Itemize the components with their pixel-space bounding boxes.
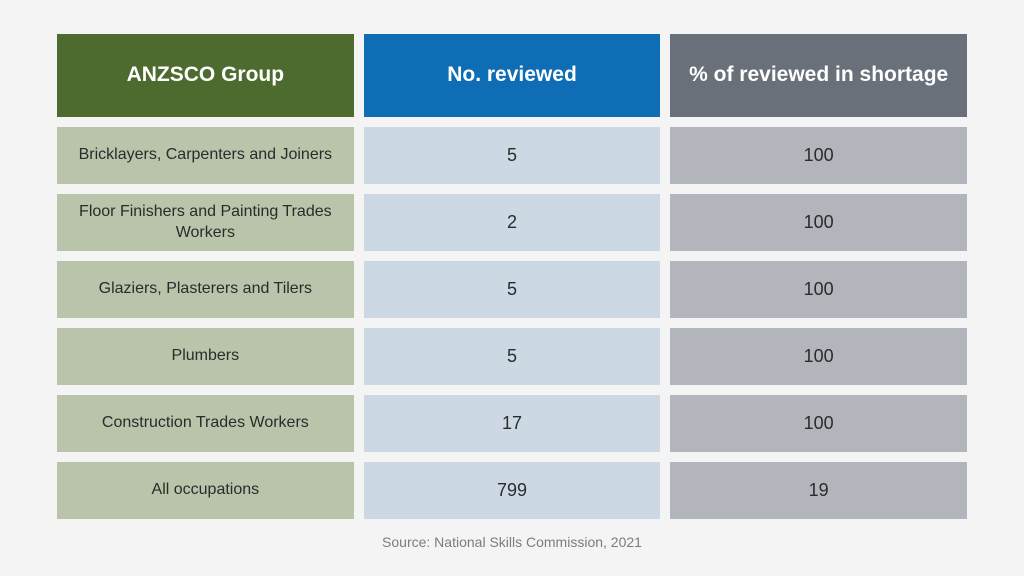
group-cell: All occupations bbox=[57, 462, 354, 519]
source-note: Source: National Skills Commission, 2021 bbox=[382, 534, 642, 550]
header-anzsco-group: ANZSCO Group bbox=[57, 34, 354, 117]
reviewed-cell: 799 bbox=[363, 462, 661, 519]
group-cell: Construction Trades Workers bbox=[57, 395, 354, 452]
shortage-cell: 100 bbox=[670, 328, 968, 385]
header-no-reviewed: No. reviewed bbox=[363, 34, 661, 117]
shortage-cell: 100 bbox=[670, 127, 968, 184]
shortage-cell: 100 bbox=[670, 395, 968, 452]
reviewed-cell: 5 bbox=[363, 261, 661, 318]
table-row: Plumbers 5 100 bbox=[57, 328, 968, 385]
header-shortage-percent: % of reviewed in shortage bbox=[670, 34, 968, 117]
reviewed-cell: 17 bbox=[363, 395, 661, 452]
table-row: Bricklayers, Carpenters and Joiners 5 10… bbox=[57, 127, 968, 184]
table-header-row: ANZSCO Group No. reviewed % of reviewed … bbox=[57, 34, 968, 117]
table-row: All occupations 799 19 bbox=[57, 462, 968, 519]
shortage-cell: 19 bbox=[670, 462, 968, 519]
reviewed-cell: 5 bbox=[363, 328, 661, 385]
group-cell: Floor Finishers and Painting Trades Work… bbox=[57, 194, 354, 251]
reviewed-cell: 5 bbox=[363, 127, 661, 184]
reviewed-cell: 2 bbox=[363, 194, 661, 251]
group-cell: Bricklayers, Carpenters and Joiners bbox=[57, 127, 354, 184]
group-cell: Plumbers bbox=[57, 328, 354, 385]
table-row: Construction Trades Workers 17 100 bbox=[57, 395, 968, 452]
group-cell: Glaziers, Plasterers and Tilers bbox=[57, 261, 354, 318]
shortage-cell: 100 bbox=[670, 261, 968, 318]
shortage-cell: 100 bbox=[670, 194, 968, 251]
table-row: Glaziers, Plasterers and Tilers 5 100 bbox=[57, 261, 968, 318]
table-row: Floor Finishers and Painting Trades Work… bbox=[57, 194, 968, 251]
occupation-table: ANZSCO Group No. reviewed % of reviewed … bbox=[57, 34, 968, 519]
